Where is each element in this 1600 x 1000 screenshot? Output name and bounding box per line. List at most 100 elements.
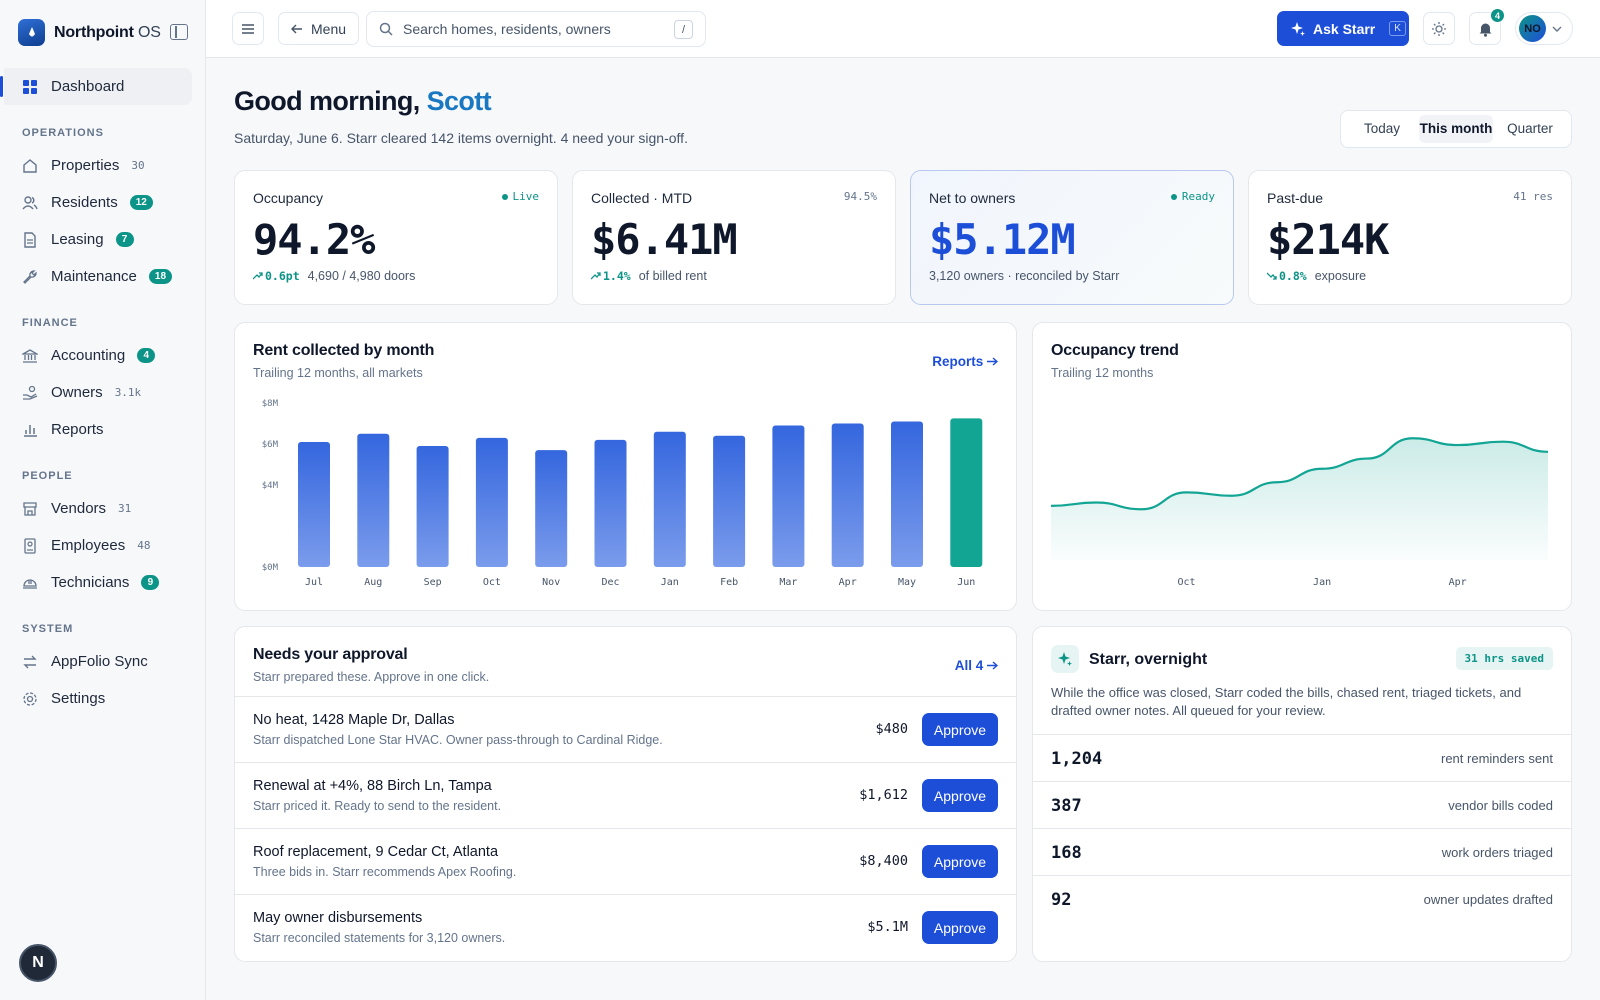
occupancy-area-chart: Oct Jan Apr	[1050, 437, 1549, 588]
approval-row: Renewal at +4%, 88 Birch Ln, Tampa Starr…	[235, 762, 1016, 828]
hamburger-button[interactable]	[232, 12, 264, 45]
arrow-left-icon	[291, 24, 302, 33]
bar[interactable]	[831, 423, 864, 568]
section-finance: FINANCE	[22, 317, 78, 329]
approve-button[interactable]: Approve	[922, 911, 998, 944]
x-tick-label: Oct	[483, 577, 501, 588]
sidebar-toggle-icon[interactable]	[170, 24, 188, 40]
hand-coins-icon	[23, 385, 38, 400]
ask-starr-label: Ask Starr	[1313, 20, 1376, 37]
approval-desc: Starr dispatched Lone Star HVAC. Owner p…	[253, 733, 663, 747]
gear-icon	[23, 691, 37, 706]
sidebar-item-label: Accounting	[51, 347, 126, 364]
sidebar-item-properties[interactable]: Properties 30	[0, 147, 192, 184]
menu-button[interactable]: Menu	[278, 12, 360, 45]
stat-label: owner updates drafted	[1423, 892, 1553, 907]
bar[interactable]	[535, 450, 568, 567]
sun-icon	[1432, 21, 1446, 36]
bar[interactable]	[594, 439, 627, 567]
approve-button[interactable]: Approve	[922, 845, 998, 878]
kpi-tag: 41 res	[1513, 190, 1553, 203]
search-box[interactable]: /	[366, 11, 706, 47]
sidebar-count: 3.1k	[114, 386, 142, 399]
ask-starr-button[interactable]: Ask Starr K	[1277, 11, 1409, 46]
range-this-month[interactable]: This month	[1419, 115, 1493, 143]
grid-icon	[23, 79, 37, 94]
kpi-note: 4,690 / 4,980 doors	[307, 269, 416, 283]
ready-badge: Ready	[1171, 190, 1215, 203]
range-quarter[interactable]: Quarter	[1507, 121, 1553, 136]
kpi-value: $6.41M	[591, 215, 738, 264]
sidebar-item-settings[interactable]: Settings	[0, 680, 192, 717]
x-tick-label: Jul	[305, 577, 323, 588]
bell-icon	[1479, 23, 1491, 37]
starr-overnight-card: Starr, overnight 31 hrs saved While the …	[1032, 626, 1572, 962]
account-menu[interactable]: NO	[1515, 12, 1573, 45]
sidebar-item-technicians[interactable]: Technicians 9	[0, 564, 192, 601]
section-system: SYSTEM	[22, 623, 74, 635]
notifications-button[interactable]: 4	[1469, 8, 1505, 45]
kpi-note: exposure	[1314, 269, 1367, 283]
kpi-collected[interactable]: Collected · MTD 94.5% $6.41M 1.4% of bil…	[572, 170, 896, 305]
sidebar-item-reports[interactable]: Reports	[0, 411, 192, 448]
dev-tools-button[interactable]: N	[19, 944, 57, 982]
all-approvals-link[interactable]: All 4	[955, 658, 999, 673]
page-title: Good morning, Scott	[234, 86, 492, 116]
kpi-label: Occupancy	[253, 190, 324, 206]
sidebar-item-residents[interactable]: Residents 12	[0, 184, 192, 221]
arrow-right-icon	[987, 357, 999, 366]
bar[interactable]	[891, 421, 923, 567]
kpi-past-due[interactable]: Past-due 41 res $214K 0.8% exposure	[1248, 170, 1572, 305]
starr-description: While the office was closed, Starr coded…	[1051, 685, 1522, 718]
logo-icon	[18, 19, 45, 46]
bar[interactable]	[475, 437, 508, 567]
card-title: Occupancy trend	[1051, 342, 1179, 359]
approve-button[interactable]: Approve	[922, 713, 998, 746]
approval-row: Roof replacement, 9 Cedar Ct, Atlanta Th…	[235, 828, 1016, 894]
area-fill	[1051, 438, 1548, 560]
sidebar-item-accounting[interactable]: Accounting 4	[0, 337, 192, 374]
sidebar-item-label: AppFolio Sync	[51, 653, 148, 670]
sidebar-item-label: Owners	[51, 384, 103, 401]
bar[interactable]	[357, 433, 390, 567]
bar[interactable]	[416, 446, 449, 567]
bar[interactable]	[298, 441, 330, 567]
search-shortcut-key: /	[674, 20, 693, 39]
sidebar-item-maintenance[interactable]: Maintenance 18	[0, 258, 192, 295]
theme-toggle-button[interactable]	[1423, 12, 1455, 45]
kpi-note: 3,120 owners · reconciled by Starr	[929, 269, 1120, 283]
sidebar-badge: 7	[115, 232, 134, 247]
approve-button[interactable]: Approve	[922, 779, 998, 812]
menu-label: Menu	[311, 20, 347, 37]
search-input[interactable]	[403, 21, 663, 37]
stat-number: 387	[1051, 796, 1082, 816]
x-tick-label: Jun	[957, 577, 975, 588]
trend-up-icon	[252, 272, 263, 280]
kpi-note: of billed rent	[638, 269, 707, 283]
sidebar-item-label: Employees	[51, 537, 126, 554]
x-tick-label: Sep	[424, 577, 442, 588]
stat-row: 168 work orders triaged	[1033, 828, 1571, 875]
bar[interactable]	[772, 425, 805, 567]
stat-row: 387 vendor bills coded	[1033, 781, 1571, 828]
reports-link[interactable]: Reports	[932, 354, 999, 369]
stat-number: 92	[1051, 890, 1072, 910]
kpi-net-to-owners[interactable]: Net to owners Ready $5.12M 3,120 owners …	[910, 170, 1234, 305]
card-title: Starr, overnight	[1089, 651, 1208, 668]
wrench-icon	[23, 269, 37, 284]
approval-title: No heat, 1428 Maple Dr, Dallas	[253, 712, 455, 728]
kpi-value: 94.2%	[253, 215, 375, 264]
sidebar-item-owners[interactable]: Owners 3.1k	[0, 374, 192, 411]
bar[interactable]	[713, 435, 746, 567]
range-today[interactable]: Today	[1363, 121, 1401, 136]
brand[interactable]: Northpoint OS	[18, 19, 161, 46]
bar[interactable]	[950, 418, 983, 567]
sidebar-item-employees[interactable]: Employees 48	[0, 527, 192, 564]
bar[interactable]	[653, 431, 686, 567]
sidebar-item-dashboard[interactable]: Dashboard	[0, 68, 192, 105]
kpi-occupancy[interactable]: Occupancy Live 94.2% 0.6pt 4,690 / 4,980…	[234, 170, 558, 305]
kpi-label: Net to owners	[929, 190, 1016, 206]
sidebar-item-appfolio-sync[interactable]: AppFolio Sync	[0, 643, 192, 680]
sidebar-item-vendors[interactable]: Vendors 31	[0, 490, 192, 527]
sidebar-item-leasing[interactable]: Leasing 7	[0, 221, 192, 258]
